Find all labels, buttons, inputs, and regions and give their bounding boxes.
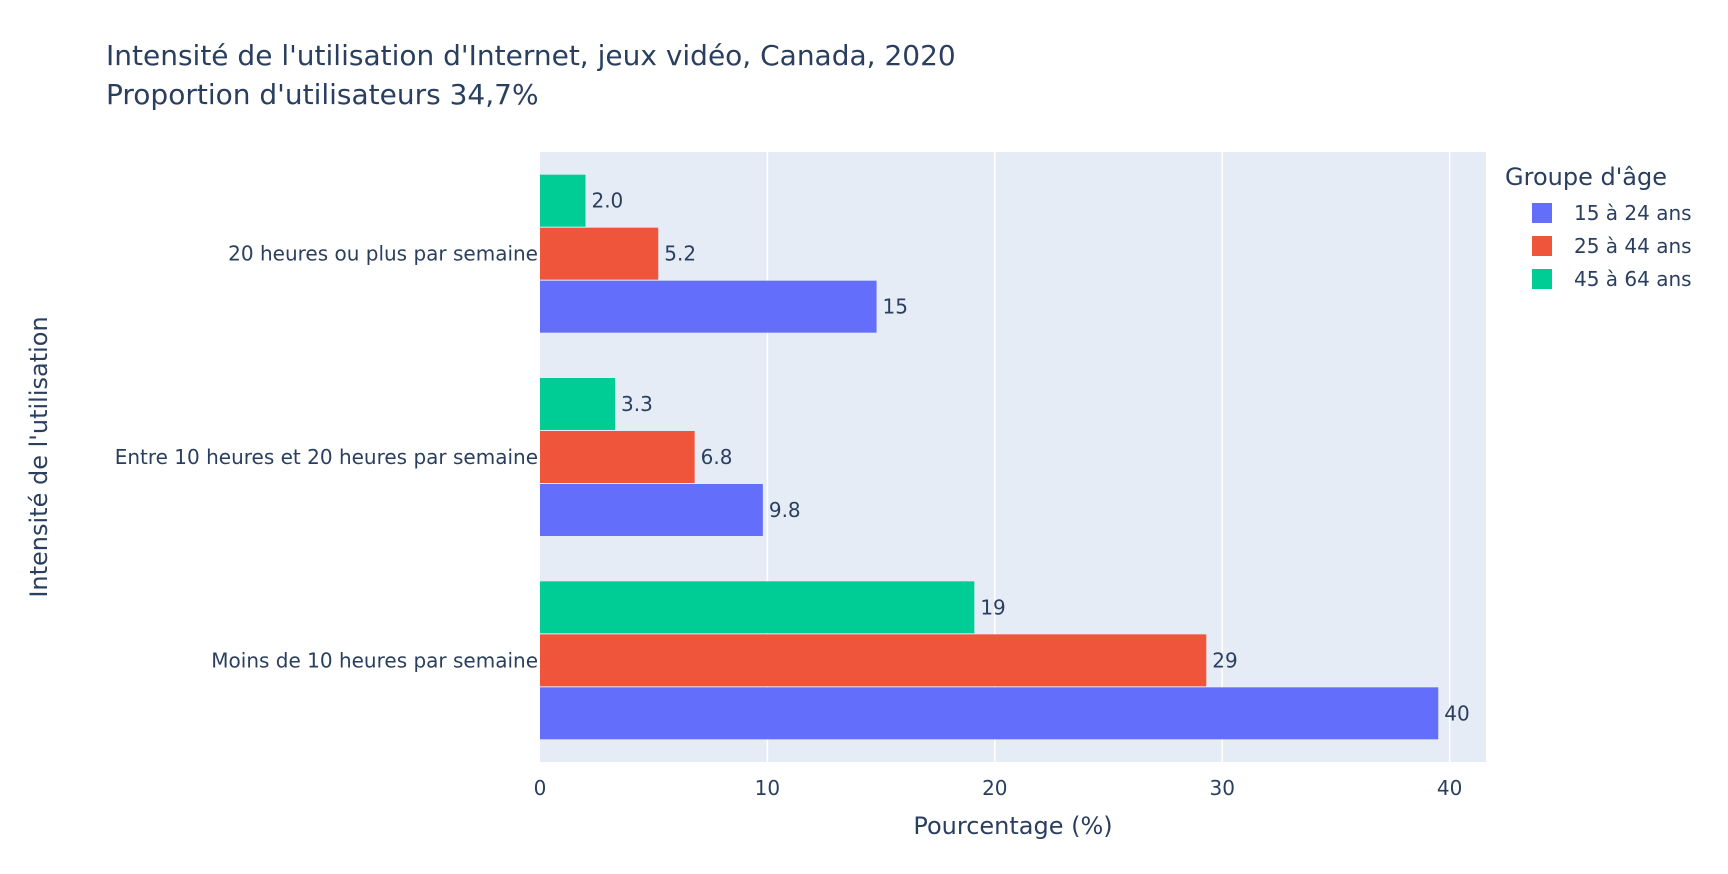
x-tick-label: 10	[755, 776, 780, 800]
data-label: 5.2	[664, 242, 696, 266]
bar	[540, 174, 586, 227]
chart-title: Intensité de l'utilisation d'Internet, j…	[106, 39, 956, 72]
bar	[540, 378, 616, 430]
bar-labels: 40 29 19 9.8 6.8 3.3 15 5.2 2.0	[591, 189, 1469, 726]
data-label: 29	[1212, 648, 1237, 672]
legend-swatch	[1532, 203, 1552, 223]
legend: Groupe d'âge 15 à 24 ans 25 à 44 ans 45 à …	[1505, 163, 1692, 291]
data-label: 9.8	[769, 498, 801, 522]
y-axis-title: Intensité de l'utilisation	[25, 316, 53, 597]
bar	[540, 581, 975, 634]
legend-swatch	[1532, 236, 1552, 256]
data-label: 2.0	[591, 189, 623, 213]
data-label: 40	[1444, 701, 1469, 725]
y-tick-label: Moins de 10 heures par semaine	[211, 648, 538, 672]
legend-title: Groupe d'âge	[1505, 163, 1667, 191]
legend-items: 15 à 24 ans 25 à 44 ans 45 à 64 ans	[1532, 201, 1692, 291]
bar	[540, 687, 1439, 740]
chart-subtitle: Proportion d'utilisateurs 34,7%	[106, 78, 539, 111]
data-label: 15	[883, 295, 908, 319]
bar	[540, 634, 1207, 687]
legend-label: 45 à 64 ans	[1574, 267, 1692, 291]
data-label: 3.3	[621, 392, 653, 416]
bar	[540, 431, 695, 483]
x-tick-label: 0	[534, 776, 547, 800]
bar	[540, 227, 659, 280]
y-tick-label: 20 heures ou plus par semaine	[228, 242, 538, 266]
legend-label: 15 à 24 ans	[1574, 201, 1692, 225]
x-axis-ticks: 0 10 20 30 40	[534, 776, 1463, 800]
x-axis-title: Pourcentage (%)	[913, 812, 1112, 840]
x-tick-label: 20	[982, 776, 1007, 800]
x-tick-label: 30	[1209, 776, 1234, 800]
y-axis-ticks: Moins de 10 heures par semaine Entre 10 h…	[115, 242, 538, 673]
legend-swatch	[1532, 269, 1552, 289]
data-label: 19	[980, 595, 1005, 619]
y-tick-label: Entre 10 heures et 20 heures par semaine	[115, 445, 538, 469]
bars	[540, 174, 1439, 740]
x-tick-label: 40	[1437, 776, 1462, 800]
data-label: 6.8	[701, 445, 733, 469]
bar	[540, 280, 877, 333]
legend-label: 25 à 44 ans	[1574, 234, 1692, 258]
bar	[540, 484, 763, 536]
